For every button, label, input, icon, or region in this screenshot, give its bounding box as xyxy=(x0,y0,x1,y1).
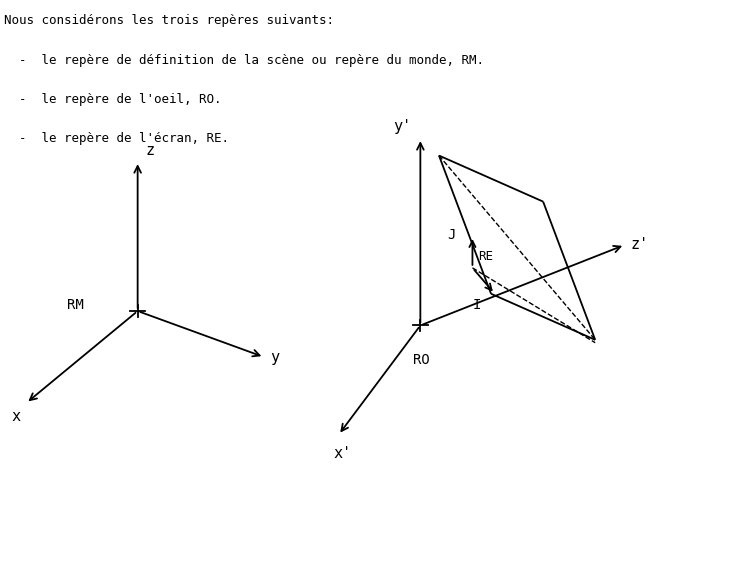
Text: Nous considérons les trois repères suivants:: Nous considérons les trois repères suiva… xyxy=(4,14,334,28)
Text: I: I xyxy=(473,298,481,312)
Text: RE: RE xyxy=(478,250,493,263)
Text: x': x' xyxy=(333,446,351,461)
Text: -  le repère de l'écran, RE.: - le repère de l'écran, RE. xyxy=(4,132,228,145)
Text: y: y xyxy=(270,350,279,365)
Text: z': z' xyxy=(631,237,650,252)
Text: J: J xyxy=(448,228,456,242)
Text: RM: RM xyxy=(67,298,84,312)
Text: z: z xyxy=(145,143,154,158)
Text: -  le repère de définition de la scène ou repère du monde, RM.: - le repère de définition de la scène ou… xyxy=(4,54,484,67)
Text: x: x xyxy=(11,409,20,424)
Text: -  le repère de l'oeil, RO.: - le repère de l'oeil, RO. xyxy=(4,93,221,106)
Text: y': y' xyxy=(393,119,411,134)
Text: RO: RO xyxy=(413,353,430,367)
